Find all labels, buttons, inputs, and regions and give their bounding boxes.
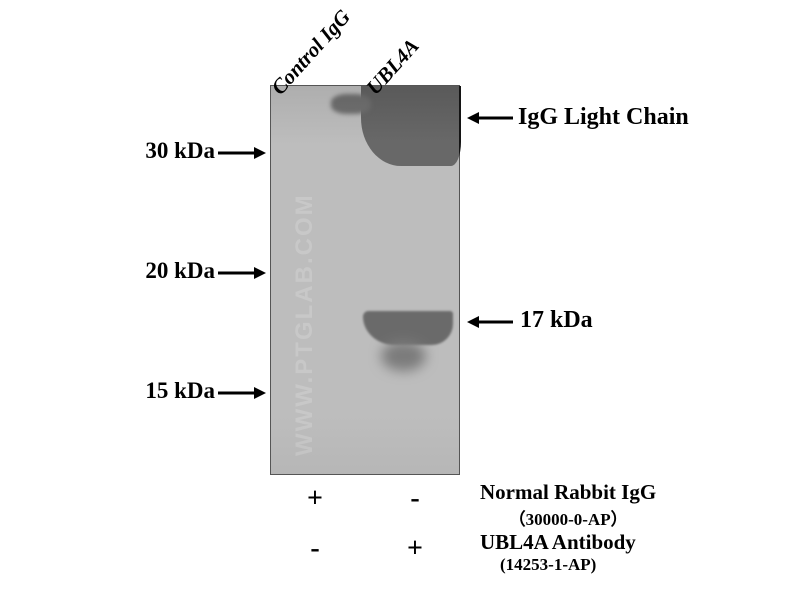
band-target-17kda-smear — [381, 341, 426, 371]
figure-container: WWW.PTGLAB.COM Control IgG UBL4A 30 kDa … — [0, 0, 800, 600]
antibody-label-target: UBL4A Antibody (14253-1-AP) — [480, 530, 636, 575]
band-igg-light-chain-extend — [331, 94, 371, 114]
arrow-icon — [218, 143, 268, 163]
mw-label-20: 20 kDa — [115, 258, 215, 284]
blot-membrane: WWW.PTGLAB.COM — [270, 85, 460, 475]
arrow-icon — [218, 383, 268, 403]
arrow-icon — [465, 312, 515, 332]
mw-label-15: 15 kDa — [115, 378, 215, 404]
band-igg-light-chain — [361, 86, 461, 166]
lane1-row2-symbol: - — [300, 533, 330, 565]
antibody-label-main: UBL4A Antibody — [480, 530, 636, 555]
watermark-text: WWW.PTGLAB.COM — [291, 193, 319, 456]
band-target-17kda — [363, 311, 453, 345]
antibody-label-sub: （30000-0-AP） — [480, 505, 656, 530]
lane2-row2-symbol: + — [400, 533, 430, 565]
lane1-row1-symbol: + — [300, 483, 330, 515]
mw-label-30: 30 kDa — [115, 138, 215, 164]
antibody-label-main: Normal Rabbit IgG — [480, 480, 656, 505]
annotation-igg-light-chain: IgG Light Chain — [518, 104, 689, 131]
annotation-target-band: 17 kDa — [520, 307, 593, 334]
arrow-icon — [218, 263, 268, 283]
lane2-row1-symbol: - — [400, 483, 430, 515]
antibody-label-sub: (14253-1-AP) — [480, 555, 636, 575]
antibody-label-normal-igg: Normal Rabbit IgG （30000-0-AP） — [480, 480, 656, 530]
arrow-icon — [465, 108, 515, 128]
